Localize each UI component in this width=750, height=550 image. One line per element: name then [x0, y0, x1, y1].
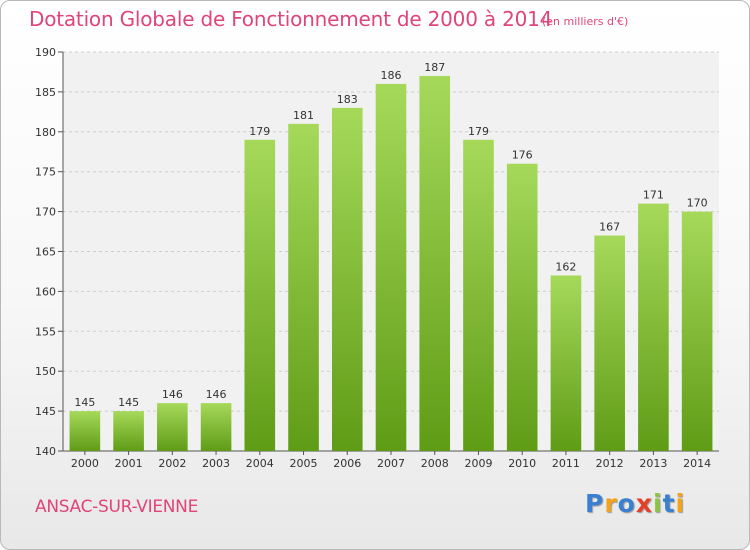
logo-letter: r: [604, 489, 618, 518]
data-label: 183: [337, 93, 358, 106]
data-label: 167: [599, 221, 620, 234]
logo-letter: i: [653, 489, 663, 518]
chart-subtitle: (en milliers d'€): [542, 15, 629, 28]
y-tick-label: 170: [35, 206, 56, 219]
y-tick-label: 165: [35, 246, 56, 259]
data-label: 181: [293, 109, 314, 122]
bar: [244, 139, 276, 451]
y-tick-label: 175: [35, 166, 56, 179]
y-tick-label: 145: [35, 405, 56, 418]
x-tick-label: 2011: [552, 457, 580, 470]
data-label: 179: [468, 125, 489, 138]
bar: [419, 75, 451, 451]
chart-title: Dotation Globale de Fonctionnement de 20…: [29, 7, 553, 31]
bar: [200, 403, 232, 451]
x-tick-label: 2005: [290, 457, 318, 470]
proxiti-logo: Proxiti: [585, 489, 685, 518]
data-label: 146: [162, 388, 183, 401]
data-label: 176: [512, 149, 533, 162]
x-tick-label: 2002: [158, 457, 186, 470]
bar: [69, 411, 101, 451]
bar: [463, 139, 494, 451]
y-tick-label: 140: [35, 445, 56, 458]
x-tick-label: 2001: [115, 457, 143, 470]
data-label: 145: [74, 396, 95, 409]
logo-letter: t: [662, 489, 676, 518]
logo-letter: o: [617, 489, 636, 518]
data-label: 145: [118, 396, 139, 409]
x-tick-label: 2000: [71, 457, 99, 470]
logo-letter: P: [585, 489, 605, 518]
y-tick-label: 180: [35, 126, 56, 139]
x-tick-label: 2012: [596, 457, 624, 470]
logo-letter: x: [635, 489, 653, 518]
x-tick-label: 2010: [508, 457, 536, 470]
data-label: 146: [206, 388, 227, 401]
bar: [638, 203, 669, 451]
data-label: 162: [555, 260, 576, 273]
logo-letter: i: [675, 489, 686, 518]
y-tick-label: 160: [35, 285, 56, 298]
x-tick-label: 2007: [377, 457, 405, 470]
y-tick-label: 190: [35, 46, 56, 59]
data-label: 170: [687, 197, 708, 210]
town-name: ANSAC-SUR-VIENNE: [35, 497, 199, 517]
x-tick-label: 2003: [202, 457, 230, 470]
data-label: 179: [249, 125, 270, 138]
x-tick-label: 2008: [421, 457, 449, 470]
data-label: 187: [424, 61, 445, 74]
bar: [331, 107, 363, 452]
bar: [288, 123, 319, 451]
x-tick-label: 2014: [683, 457, 711, 470]
y-tick-label: 155: [35, 325, 56, 338]
data-label: 171: [643, 189, 664, 202]
bar: [157, 403, 188, 451]
y-tick-label: 185: [35, 86, 56, 99]
bar: [506, 163, 538, 451]
bar: [594, 235, 625, 451]
x-tick-label: 2006: [333, 457, 361, 470]
x-tick-label: 2009: [464, 457, 492, 470]
bar: [113, 411, 144, 451]
y-tick-label: 150: [35, 365, 56, 378]
bar: [550, 275, 582, 451]
x-tick-label: 2013: [639, 457, 667, 470]
x-tick-label: 2004: [246, 457, 274, 470]
bar: [681, 211, 713, 451]
data-label: 186: [381, 69, 402, 82]
bar: [375, 83, 407, 452]
